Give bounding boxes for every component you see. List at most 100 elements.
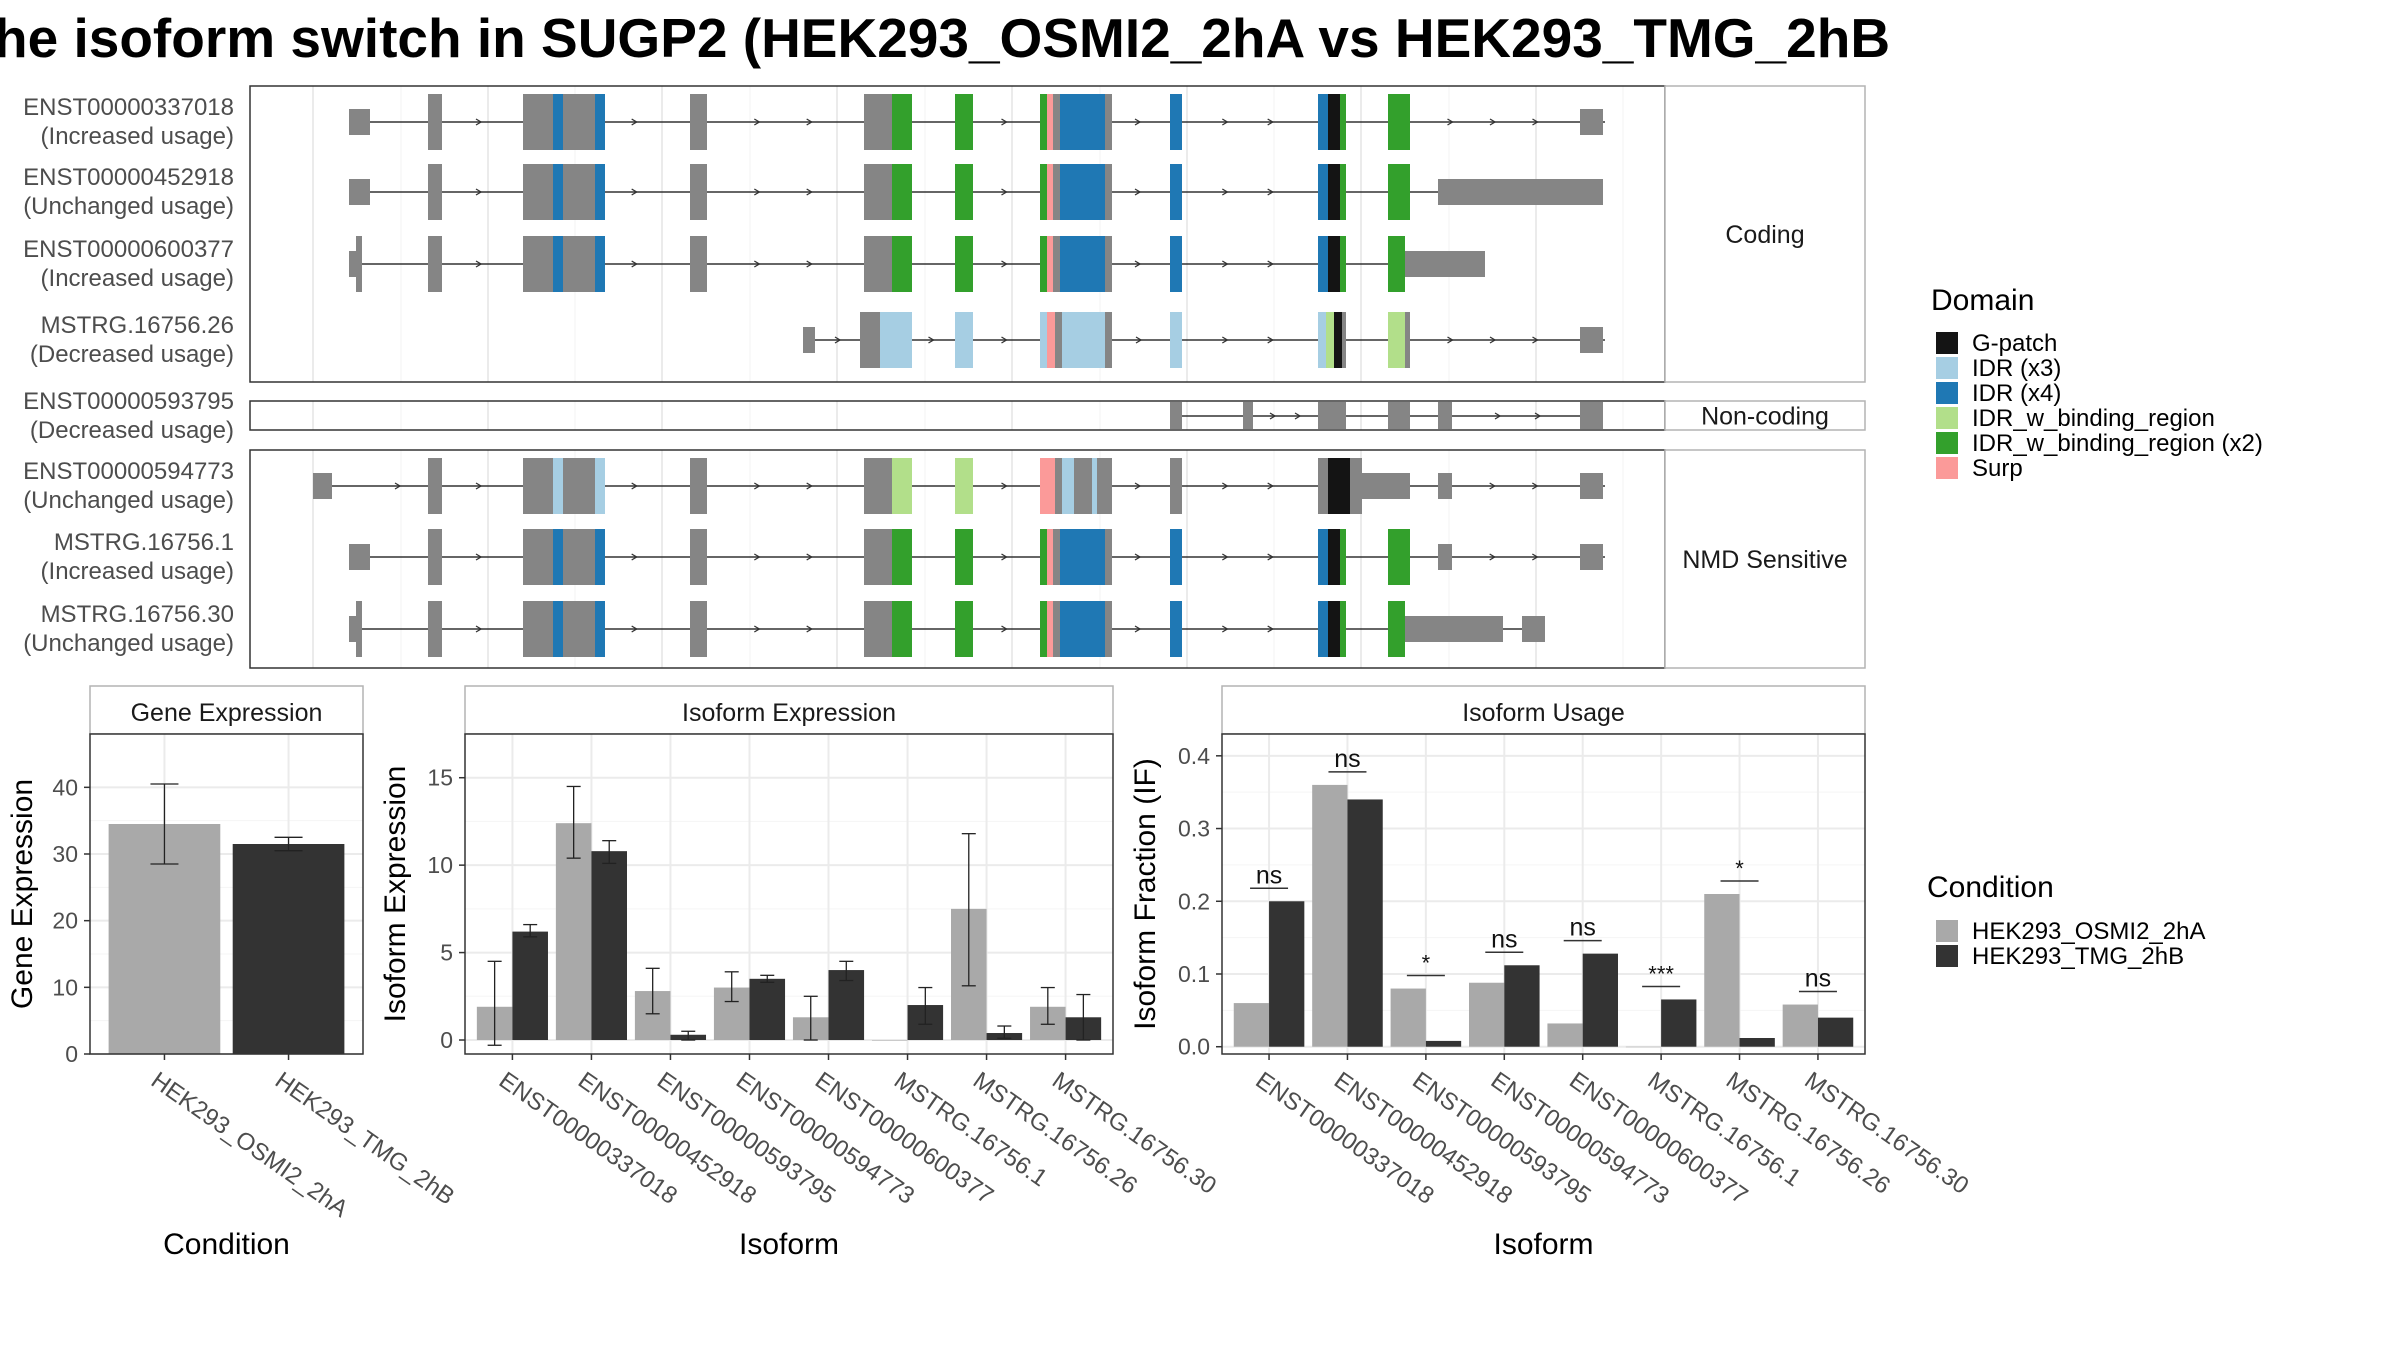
isoform-status-label: (Unchanged usage) xyxy=(23,630,234,657)
y-tick-label: 20 xyxy=(52,908,78,934)
domain-idr-w-binding-region-x2 xyxy=(1340,236,1346,292)
domain-idr-w-binding-region xyxy=(955,458,973,514)
domain-idr-x4 xyxy=(1318,164,1328,220)
exon-block xyxy=(690,94,707,150)
exon-block xyxy=(1405,616,1503,642)
isoform-status-label: (Increased usage) xyxy=(41,123,234,150)
significance-label: ns xyxy=(1256,861,1282,889)
exon-block xyxy=(1388,402,1410,429)
bar xyxy=(1782,1004,1818,1047)
strand-arrow xyxy=(753,188,761,196)
strand-arrow xyxy=(1531,482,1539,490)
domain-idr-w-binding-region-x2 xyxy=(955,601,973,657)
domain-idr-w-binding-region-x2 xyxy=(955,94,973,150)
domain-idr-x4 xyxy=(1318,529,1328,585)
strand-arrow xyxy=(806,553,813,561)
domain-idr-w-binding-region-x2 xyxy=(1340,164,1346,220)
chart-title: Gene Expression xyxy=(131,699,323,727)
plot-panel-border xyxy=(1221,733,1866,1055)
bar xyxy=(1269,901,1305,1047)
strand-arrow xyxy=(1534,412,1542,420)
strand-arrow xyxy=(1001,553,1008,561)
bar xyxy=(512,931,548,1041)
exon-block xyxy=(1105,312,1112,368)
group-strip-label: NMD Sensitive xyxy=(1682,546,1847,574)
strand-arrow xyxy=(1221,482,1229,490)
exon-block xyxy=(428,236,442,292)
domain-surp xyxy=(1047,529,1053,585)
exon-block xyxy=(860,312,875,368)
exon-block xyxy=(1405,251,1485,277)
exon-block xyxy=(349,179,370,205)
domain-surp xyxy=(1047,601,1053,657)
strand-arrow xyxy=(1267,482,1274,490)
strand-arrow xyxy=(1001,260,1008,268)
strand-arrow xyxy=(753,118,761,126)
exon-block xyxy=(563,601,595,657)
significance-label: *** xyxy=(1648,961,1674,986)
domain-idr-x4 xyxy=(595,164,605,220)
bar xyxy=(555,823,592,1041)
strand-arrow xyxy=(631,482,638,490)
y-tick-label: 15 xyxy=(427,765,453,791)
isoform-id-label: ENST00000594773 xyxy=(23,458,234,485)
domain-idr-x4 xyxy=(1170,601,1182,657)
x-axis-title: Condition xyxy=(163,1228,290,1261)
exon-block xyxy=(349,109,370,135)
bar xyxy=(1504,965,1540,1047)
domain-idr-x3 xyxy=(1062,312,1105,368)
domain-legend-swatch xyxy=(1936,382,1958,404)
gene-expression-chart: Gene Expression 0 10 20 30 40 HEK293_OSMI2_2hA… xyxy=(6,685,459,1261)
exon-block xyxy=(1074,458,1092,514)
exon-block xyxy=(1170,458,1182,514)
exon-block xyxy=(864,236,892,292)
exon-block xyxy=(1105,94,1112,150)
significance-label: * xyxy=(1735,856,1744,881)
bar xyxy=(1704,894,1740,1047)
domain-surp xyxy=(1047,312,1055,368)
strand-arrow xyxy=(1221,260,1229,268)
exon-block xyxy=(523,236,553,292)
domain-legend-swatch xyxy=(1936,457,1958,479)
domain-idr-x4 xyxy=(595,236,605,292)
domain-idr-w-binding-region-x2 xyxy=(1388,529,1410,585)
group-strip xyxy=(1664,400,1866,431)
y-tick-label: 0 xyxy=(65,1041,78,1067)
domain-idr-x4 xyxy=(553,529,563,585)
y-tick-label: 0.1 xyxy=(1178,961,1210,987)
exon-block xyxy=(690,601,707,657)
isoform-status-label: (Increased usage) xyxy=(41,265,234,292)
bar xyxy=(1233,1003,1270,1047)
domain-idr-w-binding-region-x2 xyxy=(1340,529,1346,585)
figure-title: he isoform switch in SUGP2 (HEK293_OSMI2… xyxy=(0,7,1890,69)
strand-arrow xyxy=(1221,336,1229,344)
y-tick-label: 10 xyxy=(427,852,453,878)
domain-idr-x3 xyxy=(1062,458,1074,514)
isoform-id-label: ENST00000452918 xyxy=(23,164,234,191)
strand-arrow xyxy=(1294,412,1302,420)
exon-block xyxy=(1105,601,1112,657)
domain-idr-w-binding-region xyxy=(1326,312,1334,368)
domain-legend-swatch xyxy=(1936,332,1958,354)
exon-block xyxy=(875,312,880,368)
bar xyxy=(1425,1040,1462,1047)
exon-block xyxy=(349,616,358,642)
strand-arrow xyxy=(1134,625,1142,633)
strand-arrow xyxy=(806,118,813,126)
domain-idr-x3 xyxy=(595,458,605,514)
strand-arrow xyxy=(1267,260,1274,268)
domain-idr-x4 xyxy=(1060,529,1105,585)
domain-idr-x4 xyxy=(1060,236,1105,292)
strand-arrow xyxy=(1134,118,1142,126)
group-strip xyxy=(1664,85,1866,383)
bar xyxy=(1547,1023,1583,1047)
strand-arrow xyxy=(806,625,813,633)
domain-idr-w-binding-region-x2 xyxy=(1388,601,1405,657)
exon-block xyxy=(563,529,595,585)
strand-arrow xyxy=(1531,553,1539,561)
domain-legend-swatch xyxy=(1936,357,1958,379)
exon-block xyxy=(864,458,892,514)
exon-block xyxy=(690,164,707,220)
y-tick-label: 0.2 xyxy=(1178,888,1210,914)
